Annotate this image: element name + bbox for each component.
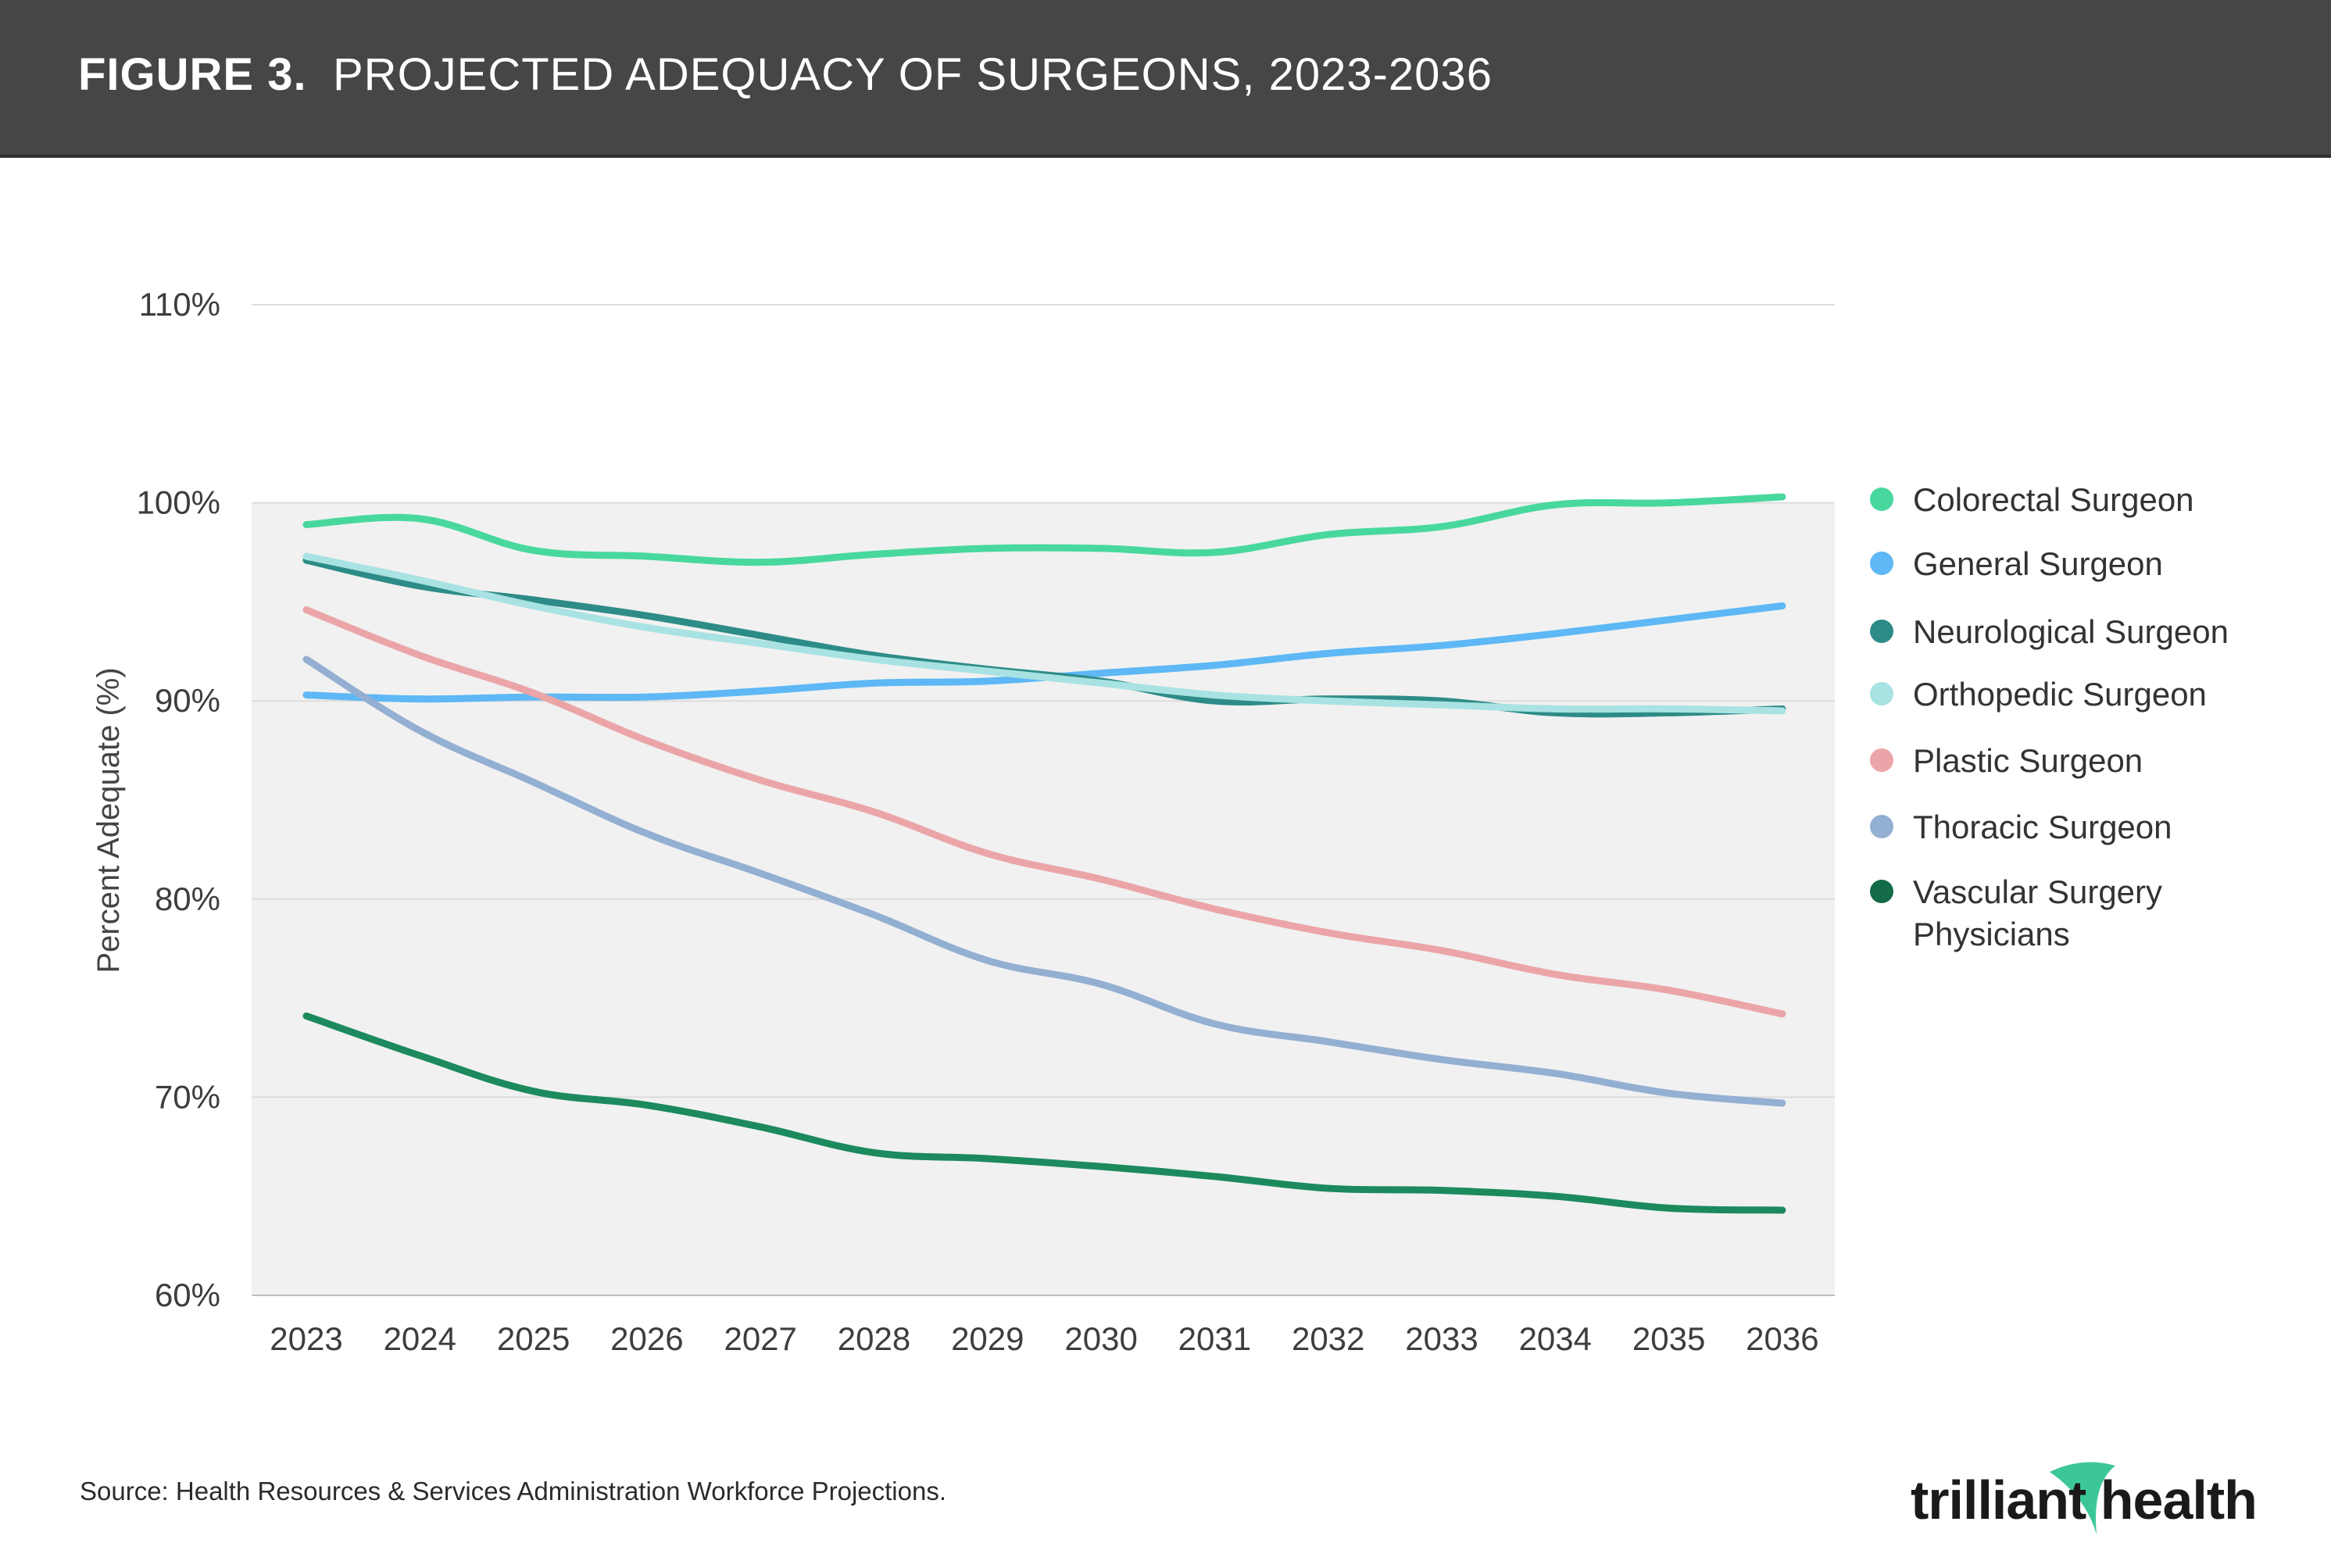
legend-label-vascular-surgery-physicians: Vascular Surgery [1913, 873, 2162, 910]
x-tick-label: 2033 [1405, 1320, 1478, 1357]
source-note: Source: Health Resources & Services Admi… [80, 1477, 947, 1505]
x-tick-label: 2036 [1746, 1320, 1818, 1357]
x-tick-label: 2027 [724, 1320, 796, 1357]
x-tick-label: 2025 [497, 1320, 570, 1357]
legend-label-general-surgeon: General Surgeon [1913, 545, 2163, 582]
y-tick-label: 110% [139, 286, 220, 323]
trilliant-health-logo: trilliant health [1911, 1453, 2278, 1539]
legend-marker-plastic-surgeon [1870, 748, 1893, 772]
legend: Colorectal Surgeon General Surgeon Neurolo… [1870, 481, 2229, 952]
y-tick-label: 90% [155, 682, 220, 719]
legend-label-colorectal-surgeon: Colorectal Surgeon [1913, 481, 2194, 518]
y-tick-label: 60% [155, 1277, 220, 1313]
legend-label-vascular-surgery-physicians: Physicians [1913, 916, 2070, 952]
x-tick-label: 2029 [951, 1320, 1024, 1357]
y-axis-title: Percent Adequate (%) [91, 667, 126, 973]
x-tick-label: 2031 [1178, 1320, 1251, 1357]
x-tick-label: 2026 [610, 1320, 683, 1357]
legend-label-plastic-surgeon: Plastic Surgeon [1913, 742, 2143, 779]
legend-marker-neurological-surgeon [1870, 620, 1893, 643]
figure-title: PROJECTED ADEQUACY OF SURGEONS, 2023-203… [333, 49, 1493, 100]
x-tick-label: 2030 [1064, 1320, 1137, 1357]
legend-label-thoracic-surgeon: Thoracic Surgeon [1913, 809, 2172, 845]
x-axis-ticks: 2023 2024 2025 2026 2027 2028 2029 2030 2031 2032… [270, 1320, 1818, 1357]
gridlines [252, 304, 1835, 1296]
legend-label-neurological-surgeon: Neurological Surgeon [1913, 613, 2229, 650]
legend-marker-colorectal-surgeon [1870, 488, 1893, 511]
series-lines [302, 493, 1786, 1214]
logo-swoosh-icon [2050, 1462, 2115, 1534]
y-axis-ticks: 60% 70% 80% 90% 100% 110% [137, 286, 220, 1313]
legend-marker-vascular-surgery-physicians [1870, 880, 1893, 903]
figure-header: FIGURE 3. PROJECTED ADEQUACY OF SURGEONS… [0, 0, 2331, 158]
series-line-vascular-surgery-physicians [302, 1012, 1786, 1214]
legend-marker-thoracic-surgeon [1870, 815, 1893, 838]
series-line-thoracic-surgeon [302, 655, 1786, 1107]
x-tick-label: 2034 [1519, 1320, 1592, 1357]
figure-label: FIGURE 3. [78, 49, 307, 100]
legend-marker-general-surgeon [1870, 552, 1893, 575]
x-tick-label: 2024 [384, 1320, 456, 1357]
x-tick-label: 2023 [270, 1320, 342, 1357]
x-tick-label: 2035 [1632, 1320, 1705, 1357]
series-line-plastic-surgeon [302, 606, 1786, 1018]
legend-label-orthopedic-surgeon: Orthopedic Surgeon [1913, 676, 2207, 713]
logo-text: trilliant health [1911, 1470, 2258, 1530]
y-tick-label: 100% [137, 484, 220, 521]
series-line-colorectal-surgeon [302, 493, 1786, 566]
x-tick-label: 2032 [1292, 1320, 1364, 1357]
y-tick-label: 80% [155, 880, 220, 917]
y-tick-label: 70% [155, 1078, 220, 1115]
x-tick-label: 2028 [838, 1320, 910, 1357]
series-line-orthopedic-surgeon [302, 552, 1786, 715]
legend-marker-orthopedic-surgeon [1870, 682, 1893, 705]
